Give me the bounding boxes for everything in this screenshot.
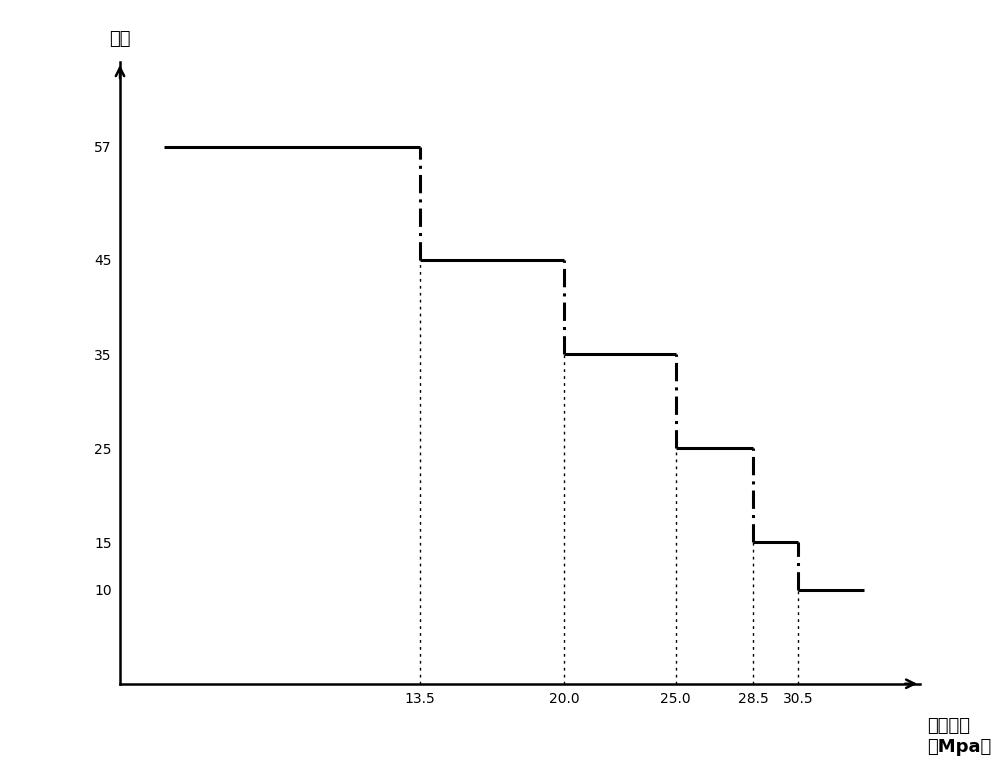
Text: 实际压力
（Mpa）: 实际压力 （Mpa） <box>927 716 991 755</box>
Text: 斜率: 斜率 <box>109 30 130 48</box>
